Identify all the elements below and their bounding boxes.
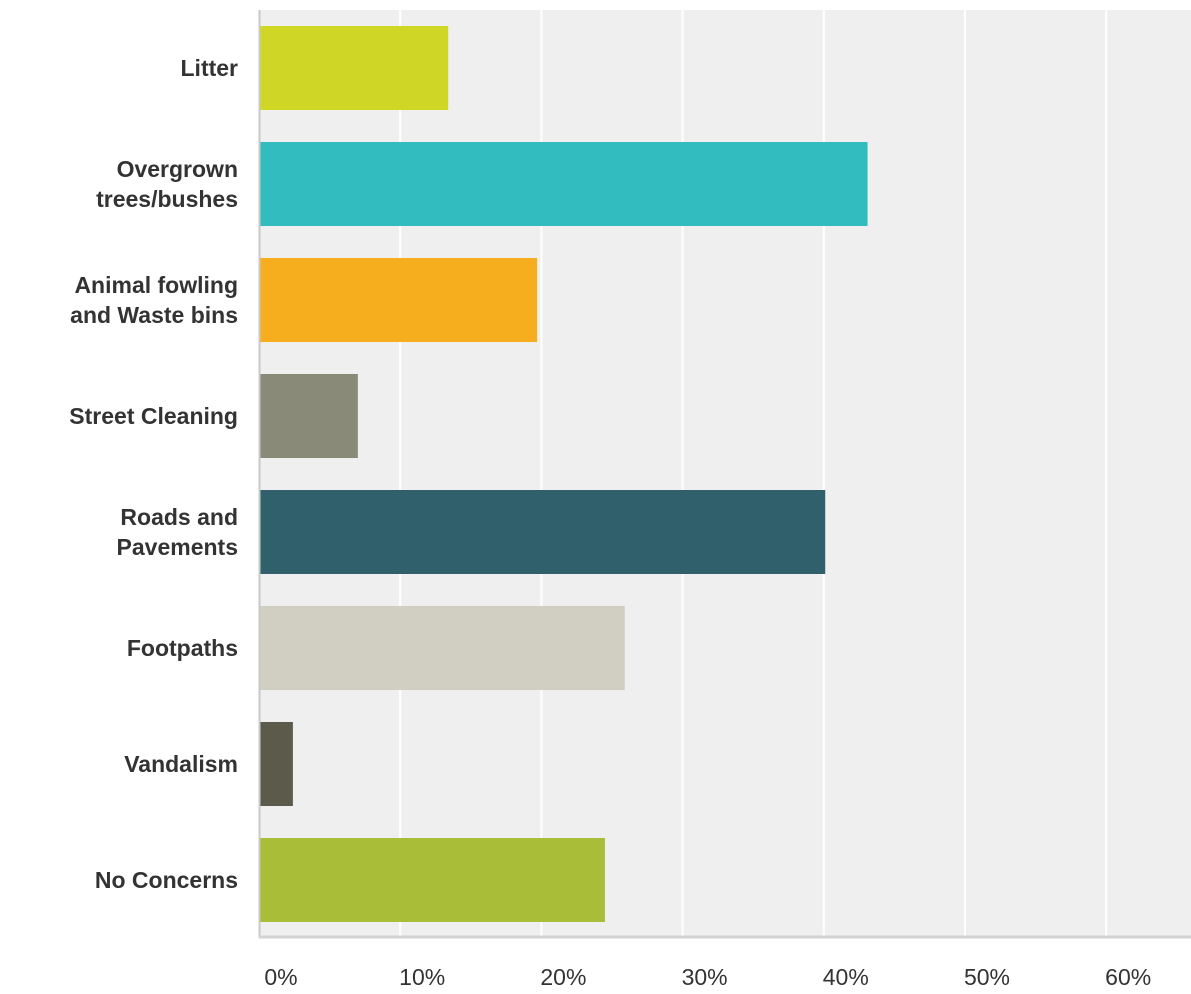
bar xyxy=(259,606,625,690)
category-label: No Concerns xyxy=(95,867,238,893)
category-label: Roads and Pavements xyxy=(117,504,238,560)
x-tick-label: 30% xyxy=(682,964,728,989)
x-tick-labels: 0% 10% 20% 30% 40% 50% 60% xyxy=(264,964,1151,990)
x-tick-label: 20% xyxy=(540,964,586,989)
x-tick-label: 50% xyxy=(964,964,1010,989)
bar xyxy=(259,490,826,574)
bar xyxy=(259,258,538,342)
category-label: Vandalism xyxy=(124,751,238,777)
bars xyxy=(259,26,868,922)
category-label: Litter xyxy=(181,55,239,81)
x-tick-label: 0% xyxy=(264,964,297,989)
category-label: Animal fowling and Waste bins xyxy=(70,272,238,328)
category-labels: Litter Overgrown trees/bushes Animal fowlin… xyxy=(69,55,238,893)
bar xyxy=(259,838,605,922)
category-label: Overgrown trees/bushes xyxy=(96,156,238,212)
x-tick-label: 40% xyxy=(823,964,869,989)
category-label: Street Cleaning xyxy=(69,403,238,429)
bar xyxy=(259,722,293,806)
x-tick-label: 60% xyxy=(1105,964,1151,989)
bar xyxy=(259,374,358,458)
x-tick-label: 10% xyxy=(399,964,445,989)
bar xyxy=(259,26,449,110)
bar xyxy=(259,142,868,226)
category-label: Footpaths xyxy=(127,635,238,661)
